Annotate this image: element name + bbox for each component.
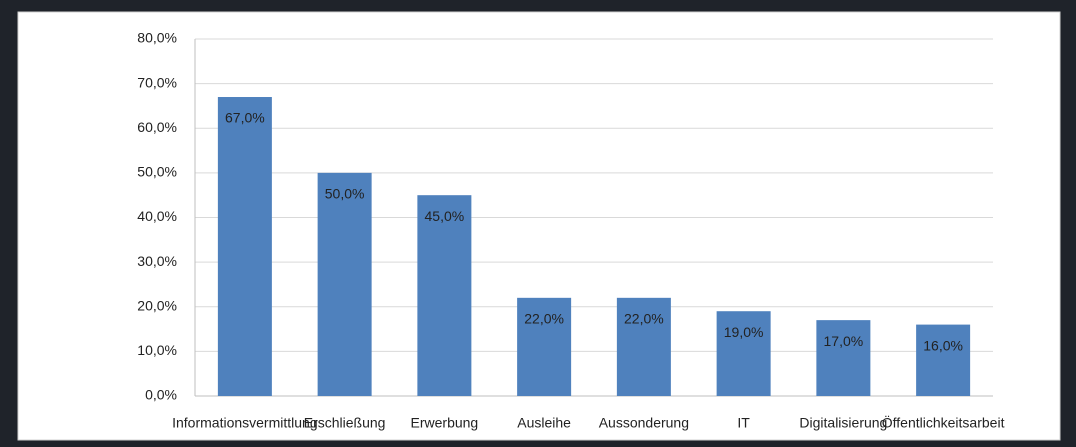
data-label: 22,0% — [524, 311, 564, 327]
data-label: 67,0% — [225, 110, 265, 126]
bar — [616, 297, 671, 396]
y-tick-label: 20,0% — [137, 297, 177, 313]
bar — [317, 172, 372, 396]
y-tick-label: 50,0% — [137, 164, 177, 180]
data-label: 50,0% — [325, 186, 365, 202]
y-tick-label: 80,0% — [137, 30, 177, 46]
bar — [217, 97, 272, 396]
bar — [916, 324, 971, 396]
x-tick-label: Digitalisierung — [799, 415, 887, 431]
data-label: 17,0% — [824, 333, 864, 349]
y-tick-label: 40,0% — [137, 208, 177, 224]
y-tick-label: 10,0% — [137, 342, 177, 358]
x-tick-label: IT — [737, 415, 750, 431]
x-tick-label: Ausleihe — [517, 415, 571, 431]
x-tick-label: Erwerbung — [411, 415, 479, 431]
bar — [716, 311, 771, 396]
x-tick-label: Öffentlichkeitsarbeit — [882, 414, 1005, 431]
x-tick-label: Informationsvermittlung — [172, 415, 318, 431]
bar — [417, 195, 472, 396]
bar — [517, 297, 572, 396]
data-label: 16,0% — [923, 337, 963, 353]
data-label: 22,0% — [624, 311, 664, 327]
x-tick-label: Aussonderung — [599, 415, 689, 431]
y-tick-label: 0,0% — [145, 387, 177, 403]
y-tick-label: 60,0% — [137, 119, 177, 135]
data-label: 45,0% — [425, 208, 465, 224]
bar — [816, 320, 871, 396]
x-tick-label: Erschließung — [304, 415, 386, 431]
y-tick-label: 70,0% — [137, 74, 177, 90]
data-label: 19,0% — [724, 324, 764, 340]
y-tick-label: 30,0% — [137, 253, 177, 269]
